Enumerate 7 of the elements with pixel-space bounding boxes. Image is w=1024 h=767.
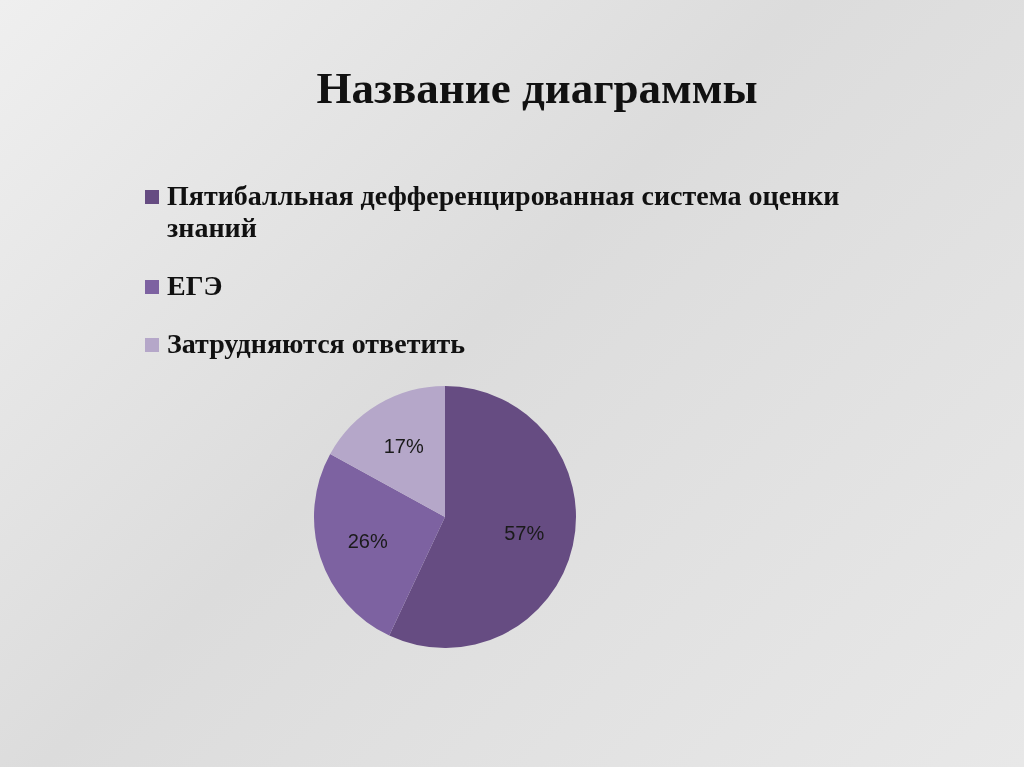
legend-label: Затрудняются ответить <box>167 328 466 360</box>
data-label: 57% <box>504 522 545 545</box>
chart-title: Название диаграммы <box>315 62 759 114</box>
legend-label: ЕГЭ <box>167 270 223 302</box>
data-label: 26% <box>347 529 388 552</box>
data-label: 17% <box>383 434 424 457</box>
legend-label: Пятибалльная дефференцированная система оценки знаний <box>167 180 841 244</box>
